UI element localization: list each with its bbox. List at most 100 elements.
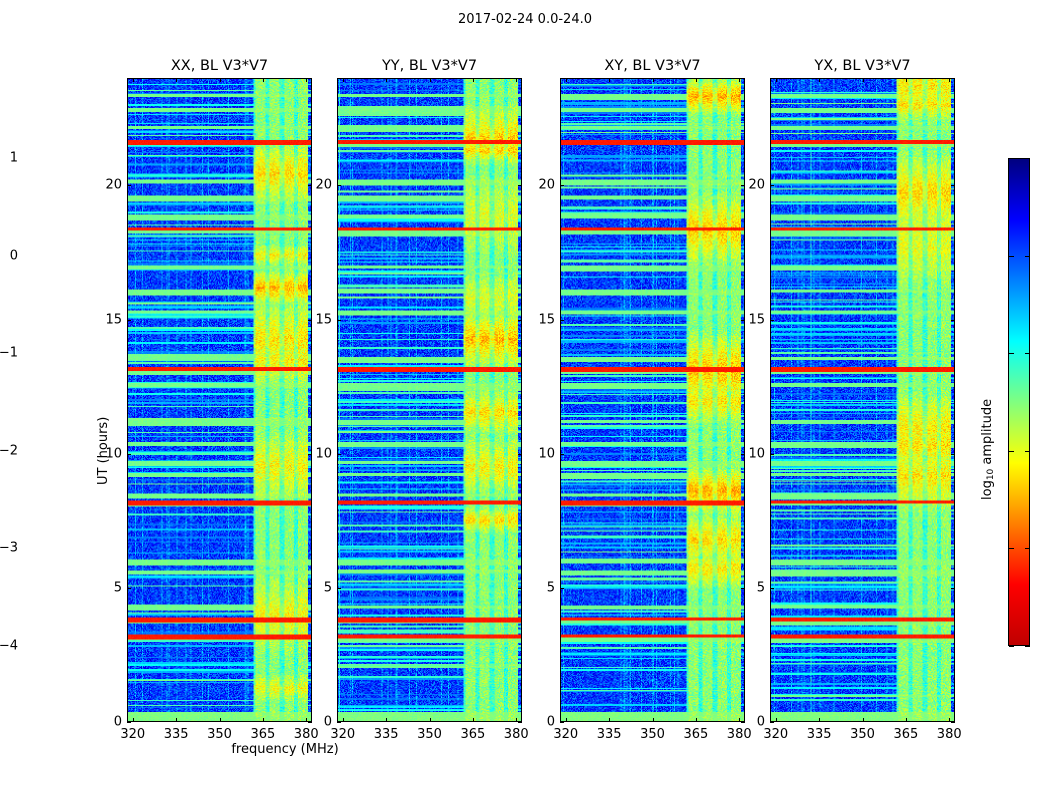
x-tick-label: 335 [373, 727, 399, 742]
y-tick-label: 0 [546, 714, 555, 730]
y-tick [951, 587, 955, 589]
panel-title-yx: YX, BL V3*V7 [814, 58, 911, 74]
y-tick [560, 587, 564, 589]
x-tick [565, 78, 567, 82]
x-tick-label: 380 [936, 727, 962, 742]
colorbar-tick-label: −2 [0, 443, 18, 459]
figure-suptitle: 2017-02-24 0.0-24.0 [458, 12, 592, 27]
waterfall-image-yy [338, 79, 521, 721]
colorbar-tick [1009, 450, 1014, 452]
panel-title-xy: XY, BL V3*V7 [604, 58, 701, 74]
x-tick-label: 365 [460, 727, 486, 742]
y-tick [518, 185, 522, 187]
y-tick [518, 587, 522, 589]
colorbar-tick [1009, 255, 1014, 257]
colorbar-gradient [1009, 159, 1029, 645]
y-tick [308, 319, 312, 321]
y-tick [770, 722, 774, 723]
x-tick [652, 718, 654, 722]
y-tick [127, 453, 131, 455]
colorbar-tick [1025, 158, 1030, 159]
colorbar-tick [1025, 255, 1030, 257]
x-tick [262, 718, 264, 722]
x-tick [609, 718, 611, 722]
x-tick [472, 718, 474, 722]
x-tick [905, 718, 907, 722]
x-tick [516, 718, 518, 722]
x-tick-label: 350 [417, 727, 442, 742]
y-tick [741, 453, 745, 455]
panel-xx[interactable] [127, 78, 312, 722]
x-tick [819, 718, 821, 722]
y-tick [518, 722, 522, 723]
x-tick-label: 335 [806, 727, 832, 742]
y-tick [741, 587, 745, 589]
y-tick [518, 319, 522, 321]
y-tick [951, 453, 955, 455]
y-tick [337, 453, 341, 455]
y-tick-label: 5 [756, 580, 765, 596]
y-tick [560, 319, 564, 321]
waterfall-image-yx [771, 79, 954, 721]
y-tick [308, 722, 312, 723]
x-tick [819, 78, 821, 82]
x-tick-label: 350 [207, 727, 232, 742]
x-axis-label: frequency (MHz) [231, 742, 339, 757]
y-tick [308, 587, 312, 589]
y-tick [560, 185, 564, 187]
x-tick-label: 335 [163, 727, 189, 742]
panel-xy[interactable] [560, 78, 745, 722]
panel-title-xx: XX, BL V3*V7 [170, 58, 269, 74]
x-tick [342, 78, 344, 82]
y-tick [741, 319, 745, 321]
colorbar-tick [1009, 158, 1014, 159]
y-tick [560, 453, 564, 455]
x-tick-label: 320 [763, 727, 789, 742]
x-tick [176, 78, 178, 82]
y-tick-label: 15 [748, 312, 765, 327]
colorbar-tick [1009, 353, 1014, 355]
y-tick [951, 319, 955, 321]
y-tick-label: 20 [105, 177, 122, 193]
x-tick [739, 78, 741, 82]
x-tick [516, 78, 518, 82]
x-tick-label: 320 [120, 727, 146, 742]
y-tick [337, 587, 341, 589]
colorbar-tick [1009, 548, 1014, 550]
x-tick [652, 78, 654, 82]
x-tick [695, 718, 697, 722]
y-tick [337, 319, 341, 321]
y-tick [308, 453, 312, 455]
y-tick-label: 20 [538, 177, 555, 193]
y-tick-label: 10 [105, 446, 122, 462]
y-tick-label: 0 [113, 714, 122, 730]
y-tick [518, 453, 522, 455]
y-tick-label: 0 [756, 714, 765, 730]
colorbar-tick-label: −4 [0, 638, 18, 654]
x-tick-label: 350 [640, 727, 665, 742]
x-tick-label: 365 [893, 727, 919, 742]
y-tick [770, 319, 774, 321]
y-tick-label: 15 [538, 312, 555, 327]
y-tick [337, 185, 341, 187]
y-tick [560, 722, 564, 723]
y-tick-label: 0 [323, 714, 332, 730]
y-tick-label: 20 [315, 177, 332, 193]
y-tick [127, 587, 131, 589]
x-tick-label: 365 [250, 727, 276, 742]
x-tick-label: 320 [330, 727, 356, 742]
y-tick-label: 5 [323, 580, 332, 596]
colorbar[interactable] [1008, 158, 1030, 646]
x-tick [739, 718, 741, 722]
y-tick [127, 722, 131, 723]
x-tick [132, 78, 134, 82]
x-tick [775, 78, 777, 82]
y-tick [951, 722, 955, 723]
x-tick [429, 78, 431, 82]
y-tick-label: 15 [315, 312, 332, 327]
panel-yy[interactable] [337, 78, 522, 722]
panel-yx[interactable] [770, 78, 955, 722]
y-tick-label: 5 [546, 580, 555, 596]
y-tick [770, 185, 774, 187]
x-tick [306, 78, 308, 82]
